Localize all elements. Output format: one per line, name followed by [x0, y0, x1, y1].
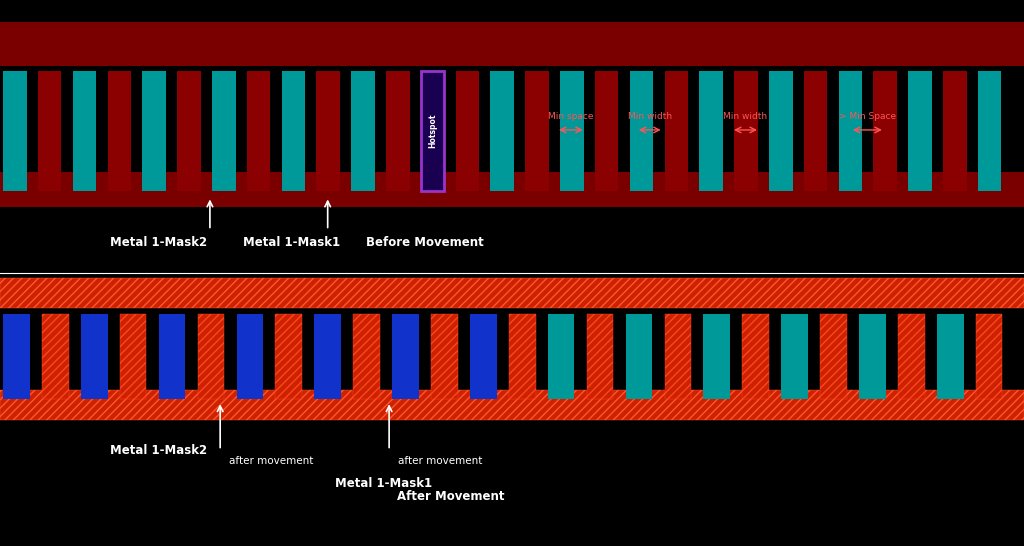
Bar [42, 314, 69, 399]
Bar [3, 314, 30, 399]
Bar [177, 71, 201, 191]
Bar [742, 314, 769, 399]
Bar [804, 71, 827, 191]
Text: Hotspot: Hotspot [428, 114, 437, 149]
Bar [198, 314, 224, 399]
Text: Metal 1-Mask1: Metal 1-Mask1 [244, 236, 340, 250]
Bar [351, 71, 375, 191]
Bar [859, 314, 886, 399]
Text: Before Movement: Before Movement [367, 236, 483, 250]
Bar [548, 314, 574, 399]
Bar [873, 71, 897, 191]
Bar [587, 314, 613, 399]
Bar [976, 314, 1002, 399]
Bar [626, 314, 652, 399]
Bar [769, 71, 793, 191]
Bar [0, 278, 1024, 308]
Bar [275, 314, 302, 399]
Bar [978, 71, 1001, 191]
Bar [839, 71, 862, 191]
Bar [108, 71, 131, 191]
Text: Min width: Min width [628, 112, 673, 121]
Bar [431, 314, 458, 399]
Bar [275, 314, 302, 399]
Text: After Movement: After Movement [397, 490, 504, 503]
Bar [0, 22, 1024, 66]
Bar [0, 172, 1024, 207]
Bar [509, 314, 536, 399]
Bar [42, 314, 69, 399]
Bar [490, 71, 514, 191]
Bar [560, 71, 584, 191]
Bar [282, 71, 305, 191]
Bar [509, 314, 536, 399]
Bar [587, 314, 613, 399]
Bar [237, 314, 263, 399]
Bar [0, 390, 1024, 420]
Bar [392, 314, 419, 399]
Text: > Min Space: > Min Space [839, 112, 896, 121]
Bar [212, 71, 236, 191]
Bar [353, 314, 380, 399]
Bar [976, 314, 1002, 399]
Bar [142, 71, 166, 191]
Bar [820, 314, 847, 399]
Bar [734, 71, 758, 191]
Bar [781, 314, 808, 399]
Bar [937, 314, 964, 399]
Text: after movement: after movement [398, 456, 482, 466]
Bar [595, 71, 618, 191]
Bar [247, 71, 270, 191]
Bar [159, 314, 185, 399]
Bar [73, 71, 96, 191]
Bar [665, 71, 688, 191]
Text: Metal 1-Mask2: Metal 1-Mask2 [111, 236, 207, 250]
Bar [898, 314, 925, 399]
Bar [431, 314, 458, 399]
Bar [0, 278, 1024, 308]
Bar [120, 314, 146, 399]
Bar [908, 71, 932, 191]
Text: Metal 1-Mask1: Metal 1-Mask1 [336, 477, 432, 490]
Bar [0, 390, 1024, 420]
Bar [3, 71, 27, 191]
Bar [898, 314, 925, 399]
Bar [314, 314, 341, 399]
Bar [742, 314, 769, 399]
Bar [421, 71, 444, 191]
Bar [198, 314, 224, 399]
Bar [470, 314, 497, 399]
Text: after movement: after movement [229, 456, 313, 466]
Bar [630, 71, 653, 191]
Bar [120, 314, 146, 399]
Text: Metal 1-Mask2: Metal 1-Mask2 [111, 444, 207, 457]
Bar [820, 314, 847, 399]
Bar [353, 314, 380, 399]
Bar [665, 314, 691, 399]
Bar [38, 71, 61, 191]
Bar [456, 71, 479, 191]
Bar [81, 314, 108, 399]
Bar [665, 314, 691, 399]
Bar [525, 71, 549, 191]
Text: Min space: Min space [548, 112, 593, 121]
Text: Min width: Min width [723, 112, 768, 121]
Bar [943, 71, 967, 191]
Bar [386, 71, 410, 191]
Bar [699, 71, 723, 191]
Bar [316, 71, 340, 191]
Bar [703, 314, 730, 399]
